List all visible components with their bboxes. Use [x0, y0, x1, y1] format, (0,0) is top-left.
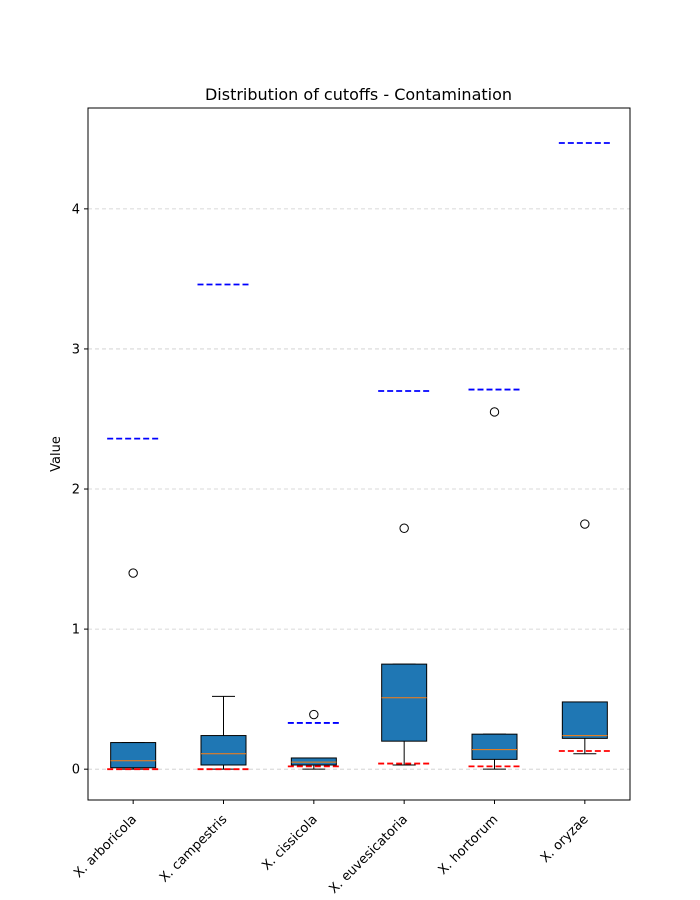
- box: [290, 757, 337, 766]
- y-axis: 0 1 2 3 4: [72, 202, 88, 778]
- box: [110, 742, 157, 769]
- y-tick-label: 0: [72, 763, 80, 778]
- box-group: [290, 709, 337, 770]
- outlier-point: [489, 407, 500, 417]
- x-axis: X. arboricola X. campestris X. cissicola X.…: [71, 800, 592, 897]
- y-tick-label: 2: [72, 483, 80, 498]
- x-tick-label: X. cissicola: [259, 812, 320, 873]
- box-group: [200, 695, 247, 770]
- box-group: [110, 568, 157, 770]
- x-tick-label: X. arboricola: [71, 812, 140, 881]
- y-tick-label: 1: [72, 623, 80, 638]
- gridlines: [88, 208, 630, 770]
- x-tick-label: X. oryzae: [538, 812, 592, 866]
- outlier-point: [399, 523, 409, 533]
- box-group: [471, 407, 518, 770]
- outlier-point: [309, 709, 319, 720]
- box: [561, 701, 608, 739]
- box-group: [561, 519, 608, 755]
- x-tick-label: X. campestris: [157, 812, 231, 886]
- chart-title: Distribution of cutoffs - Contamination: [205, 85, 512, 104]
- y-tick-label: 4: [72, 202, 80, 217]
- box: [471, 733, 518, 760]
- outlier-point: [580, 519, 590, 529]
- y-tick-label: 3: [72, 342, 80, 357]
- y-axis-label: Value: [49, 436, 64, 472]
- box-group: [381, 523, 428, 766]
- box: [200, 735, 247, 766]
- box: [381, 663, 428, 742]
- x-tick-label: X. hortorum: [436, 812, 502, 878]
- plot-marks: [107, 142, 611, 771]
- x-tick-label: X. euvesicatoria: [326, 812, 411, 897]
- outlier-point: [128, 568, 138, 578]
- plot-area-frame: [87, 107, 631, 801]
